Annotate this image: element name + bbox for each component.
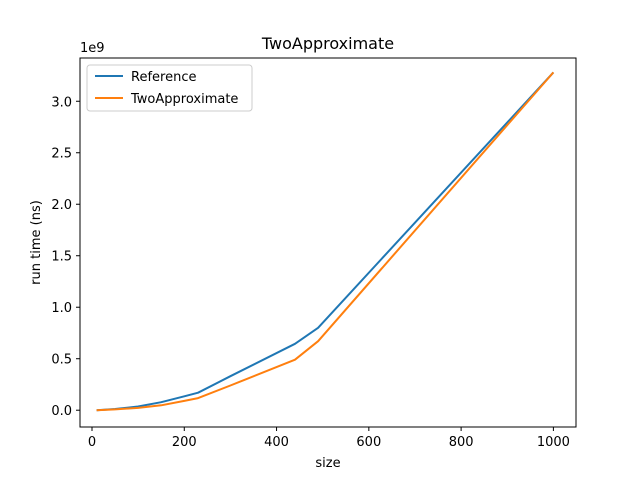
y-tick-label: 1.0: [51, 301, 72, 316]
legend-label-reference: Reference: [131, 70, 196, 85]
x-axis-label: size: [315, 456, 340, 471]
y-tick-label: 0.5: [51, 353, 72, 368]
y-tick-label: 2.5: [51, 147, 72, 162]
y-axis-label: run time (ns): [29, 200, 44, 285]
chart-title: TwoApproximate: [261, 34, 394, 53]
x-tick-label: 1000: [537, 435, 570, 450]
x-tick-label: 400: [264, 435, 289, 450]
y-tick-label: 2.0: [51, 198, 72, 213]
y-axis: 0.0 0.5 1.0 1.5 2.0 2.5 3.0: [51, 95, 80, 419]
x-axis: 0 200 400 600 800 1000: [88, 427, 570, 450]
axes-frame: [79, 57, 577, 428]
legend-label-twoapproximate: TwoApproximate: [130, 92, 238, 107]
y-tick-label: 0.0: [51, 404, 72, 419]
y-tick-label: 1.5: [51, 250, 72, 265]
y-axis-offset-label: 1e9: [80, 41, 105, 56]
series-line-twoapproximate: [96, 71, 555, 412]
y-tick-label: 3.0: [51, 95, 72, 110]
x-tick-label: 0: [88, 435, 96, 450]
legend: Reference TwoApproximate: [86, 64, 253, 112]
plot-area: [96, 71, 555, 412]
x-tick-label: 200: [172, 435, 197, 450]
x-tick-label: 600: [356, 435, 381, 450]
x-tick-label: 800: [449, 435, 474, 450]
series-line-reference: [96, 71, 555, 412]
legend-box: [86, 64, 253, 112]
